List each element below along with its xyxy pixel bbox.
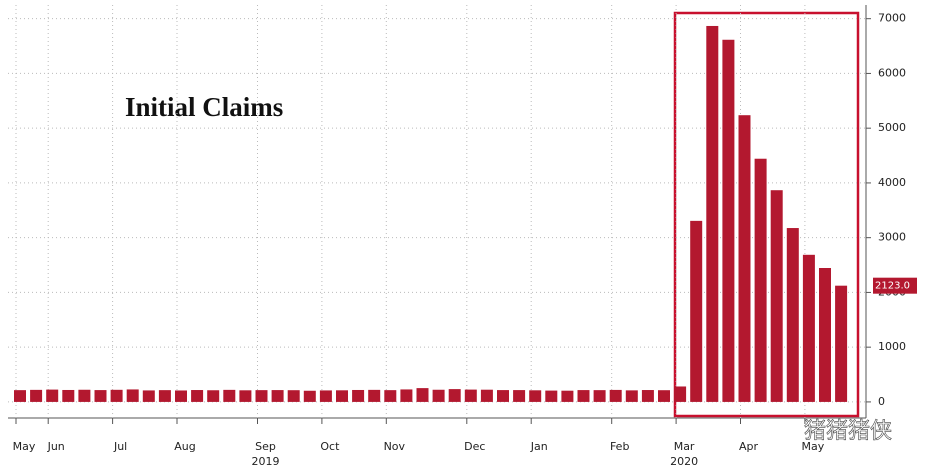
value-label: 2123.0 <box>875 281 910 292</box>
year-label: 2019 <box>252 455 280 467</box>
bar <box>303 390 316 402</box>
x-tick-label: Jun <box>47 440 65 453</box>
bar <box>62 389 75 402</box>
y-tick-label: 3000 <box>878 231 906 244</box>
bar <box>625 390 638 402</box>
bar <box>819 268 831 402</box>
chart-title: Initial Claims <box>125 92 283 122</box>
bar <box>14 390 26 402</box>
bar <box>480 389 493 402</box>
x-tick-label: Feb <box>610 440 629 453</box>
bar <box>46 389 59 402</box>
bar <box>400 389 413 402</box>
bar <box>368 389 381 402</box>
bar <box>770 190 783 402</box>
x-tick-label: Apr <box>739 440 759 453</box>
bar <box>223 389 236 402</box>
bar <box>384 390 397 402</box>
y-tick-label: 7000 <box>878 12 906 25</box>
bar <box>287 390 300 402</box>
x-tick-label: Dec <box>464 440 485 453</box>
bar <box>802 254 815 402</box>
bar <box>352 389 365 402</box>
bar <box>577 390 590 402</box>
bar <box>78 389 91 402</box>
bar <box>271 390 284 402</box>
bar <box>191 390 204 402</box>
bar <box>158 390 171 402</box>
bar <box>835 285 848 402</box>
y-tick-label: 4000 <box>878 176 906 189</box>
bar <box>674 386 687 402</box>
bar <box>175 390 187 402</box>
bar <box>448 389 461 402</box>
x-tick-label: Jan <box>530 440 548 453</box>
bar <box>690 220 703 402</box>
x-tick-label: Sep <box>255 440 276 453</box>
y-tick-label: 6000 <box>878 66 906 79</box>
bar <box>593 390 606 402</box>
bar <box>658 390 670 402</box>
x-tick-label: Mar <box>674 440 695 453</box>
bar <box>142 390 155 402</box>
bar <box>529 390 542 402</box>
bar <box>722 39 735 402</box>
bar <box>110 389 123 402</box>
bar <box>497 390 509 402</box>
value-label-box <box>873 277 917 294</box>
bar <box>513 390 526 402</box>
bar <box>786 228 799 402</box>
x-tick-label: Jul <box>113 440 127 453</box>
watermark: 猪猪猪侠 <box>804 419 892 444</box>
x-tick-label: May <box>802 440 825 453</box>
x-tick-label: Nov <box>384 440 406 453</box>
bar <box>754 158 767 402</box>
bar <box>239 390 252 402</box>
x-tick-label: Aug <box>174 440 195 453</box>
bar <box>126 389 139 402</box>
bar <box>30 389 43 402</box>
bar <box>416 388 429 402</box>
x-tick-label: May <box>13 440 36 453</box>
bar <box>464 389 477 402</box>
year-label: 2020 <box>670 455 698 467</box>
x-tick-label: Oct <box>320 440 340 453</box>
bar <box>336 390 348 402</box>
bar <box>545 390 558 402</box>
bar <box>641 390 654 402</box>
bar <box>432 389 445 402</box>
bar <box>319 390 332 402</box>
y-tick-label: 1000 <box>878 340 906 353</box>
bar <box>255 390 268 402</box>
bar <box>561 390 574 402</box>
bar <box>706 25 719 402</box>
y-tick-label: 0 <box>878 395 885 408</box>
bar <box>94 390 107 402</box>
bar <box>609 389 622 402</box>
bar <box>738 115 751 402</box>
highlight-box <box>673 11 860 418</box>
y-tick-label: 5000 <box>878 121 906 134</box>
bar <box>207 390 220 402</box>
